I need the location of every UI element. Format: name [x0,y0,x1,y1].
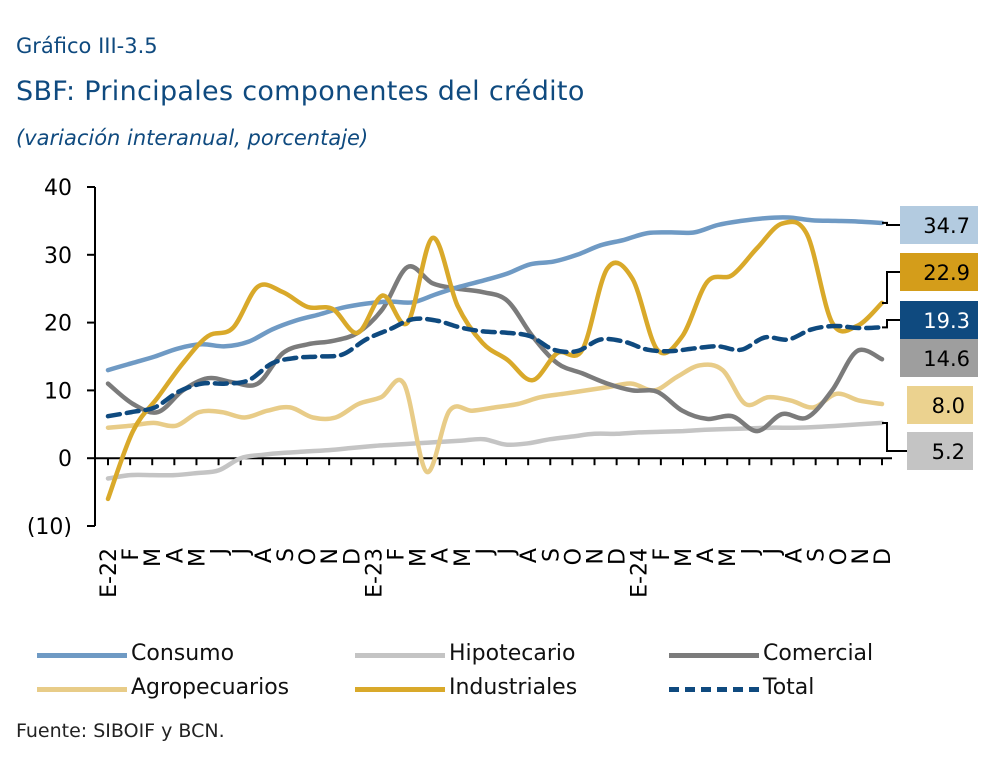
legend-label-hipotecario: Hipotecario [449,641,576,666]
y-tick-label: 20 [44,312,72,337]
line-chart: 403020100(10)E-22FMAMJJASONDE-23FMAMJJAS… [27,176,978,598]
x-tick-label: O [561,548,586,565]
end-label-value: 8.0 [932,394,965,418]
label-connector [882,271,900,304]
end-label-box-consumo [900,206,978,244]
legend-swatch-hipotecario [355,653,445,658]
end-label-value: 5.2 [932,440,965,464]
x-tick-label: E-23 [362,548,387,598]
x-tick-label: F [119,548,144,561]
x-tick-label: J [473,548,498,557]
x-tick-label: S [539,548,564,562]
end-label-box-total [900,301,978,339]
end-label-value: 19.3 [923,309,970,333]
x-tick-label: E-22 [97,548,122,598]
end-value-labels: 34.7 22.9 19.3 14.6 8.0 5.2 [882,206,978,470]
legend-label-total: Total [763,675,815,700]
label-connector [882,319,900,329]
x-tick-label: A [694,548,719,563]
x-tick-label: M [407,548,432,567]
x-tick-label: J [738,548,763,557]
end-label-value: 14.6 [923,347,970,371]
legend-label-agropecuarios: Agropecuarios [131,675,290,700]
legend-label-industriales: Industriales [449,675,578,700]
end-label-value: 22.9 [923,261,970,285]
x-tick-label: F [650,548,675,561]
x-tick-label: J [495,548,520,557]
x-tick-label: A [783,548,808,563]
end-label-box-comercial [900,339,978,377]
x-tick-label: A [252,548,277,563]
figure-number: Gráfico III-3.5 [16,34,158,58]
y-tick-label: 40 [44,176,72,201]
series-line-total [105,316,885,419]
label-connector [882,221,900,226]
x-tick-label: D [871,548,896,565]
x-tick-label: N [849,548,874,564]
legend-swatch-industriales [355,687,445,692]
x-tick-label: S [805,548,830,562]
x-tick-label: E-24 [628,548,653,598]
x-tick-label: A [517,548,542,563]
x-tick-label: D [340,548,365,565]
series-line-agropecuarios [105,362,885,475]
y-tick-label: 30 [44,244,72,269]
x-tick-label: M [716,548,741,567]
x-tick-label: N [584,548,609,564]
series-line-industriales [105,219,885,502]
legend-swatch-consumo [37,653,127,658]
x-tick-label: J [208,548,233,557]
axes: 403020100(10)E-22FMAMJJASONDE-23FMAMJJAS… [27,176,896,598]
x-tick-label: J [230,548,255,557]
end-label-box-hipotecario [907,432,973,470]
source-note: Fuente: SIBOIF y BCN. [16,720,225,742]
legend-swatch-comercial [669,653,759,658]
x-tick-label: O [827,548,852,565]
x-tick-label: A [163,548,188,563]
series-line-hipotecario [105,420,885,481]
x-tick-label: M [185,548,210,567]
x-tick-label: S [274,548,299,562]
y-tick-label: 0 [58,447,72,472]
x-tick-label: N [318,548,343,564]
series-line-consumo [105,215,885,373]
legend-label-comercial: Comercial [763,641,874,666]
chart-subtitle: (variación interanual, porcentaje) [16,126,369,150]
label-connector [882,421,907,452]
x-tick-label: F [384,548,409,561]
end-label-box-industriales [900,253,978,291]
chart-title: SBF: Principales componentes del crédito [16,76,585,107]
y-tick-label: (10) [27,515,72,540]
y-tick-label: 10 [44,379,72,404]
series-lines [105,215,885,502]
x-tick-label: M [672,548,697,567]
x-tick-label: O [296,548,321,565]
x-tick-label: J [760,548,785,557]
end-label-value: 34.7 [923,214,970,238]
legend-swatch-agropecuarios [37,687,127,692]
x-tick-label: A [429,548,454,563]
legend-label-consumo: Consumo [131,641,235,666]
legend-swatch-total [669,687,759,692]
end-label-box-agropecuarios [907,386,973,424]
x-tick-label: D [606,548,631,565]
x-tick-label: M [451,548,476,567]
x-tick-label: M [141,548,166,567]
